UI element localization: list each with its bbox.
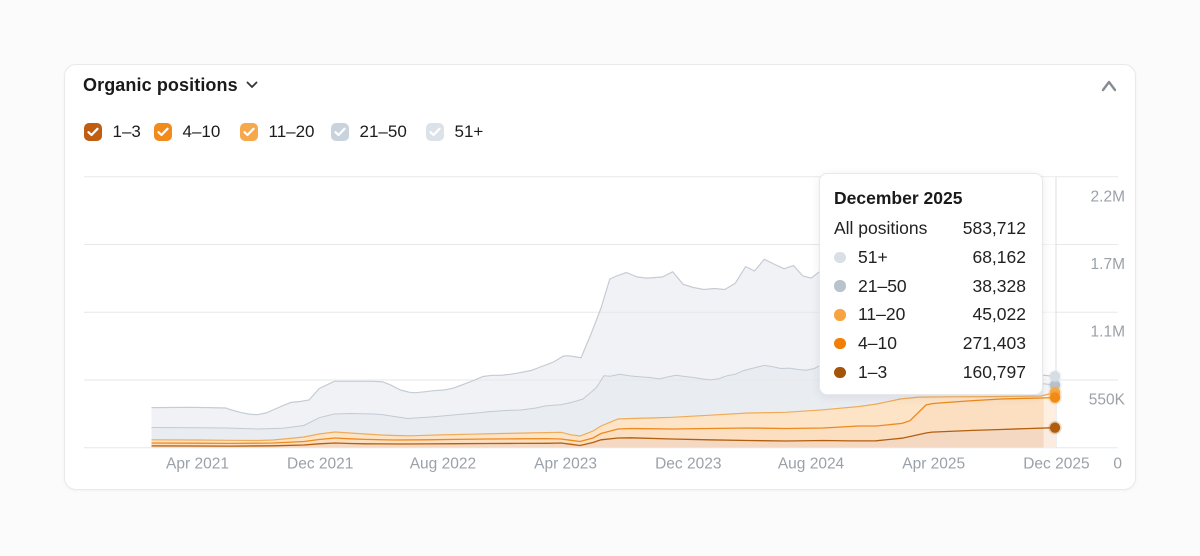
svg-text:Apr 2021: Apr 2021 [166, 456, 229, 473]
svg-text:Apr 2025: Apr 2025 [902, 456, 965, 473]
svg-text:550K: 550K [1089, 392, 1126, 409]
svg-text:Aug 2024: Aug 2024 [778, 456, 845, 473]
svg-text:Dec 2021: Dec 2021 [287, 456, 353, 473]
svg-text:1.7M: 1.7M [1091, 256, 1125, 273]
svg-text:Dec 2023: Dec 2023 [655, 456, 721, 473]
svg-text:0: 0 [1113, 456, 1122, 473]
svg-text:1.1M: 1.1M [1091, 324, 1125, 341]
svg-text:2.2M: 2.2M [1091, 189, 1125, 206]
svg-text:Apr 2023: Apr 2023 [534, 456, 597, 473]
svg-text:Aug 2022: Aug 2022 [410, 456, 476, 473]
svg-text:Dec 2025: Dec 2025 [1023, 456, 1089, 473]
